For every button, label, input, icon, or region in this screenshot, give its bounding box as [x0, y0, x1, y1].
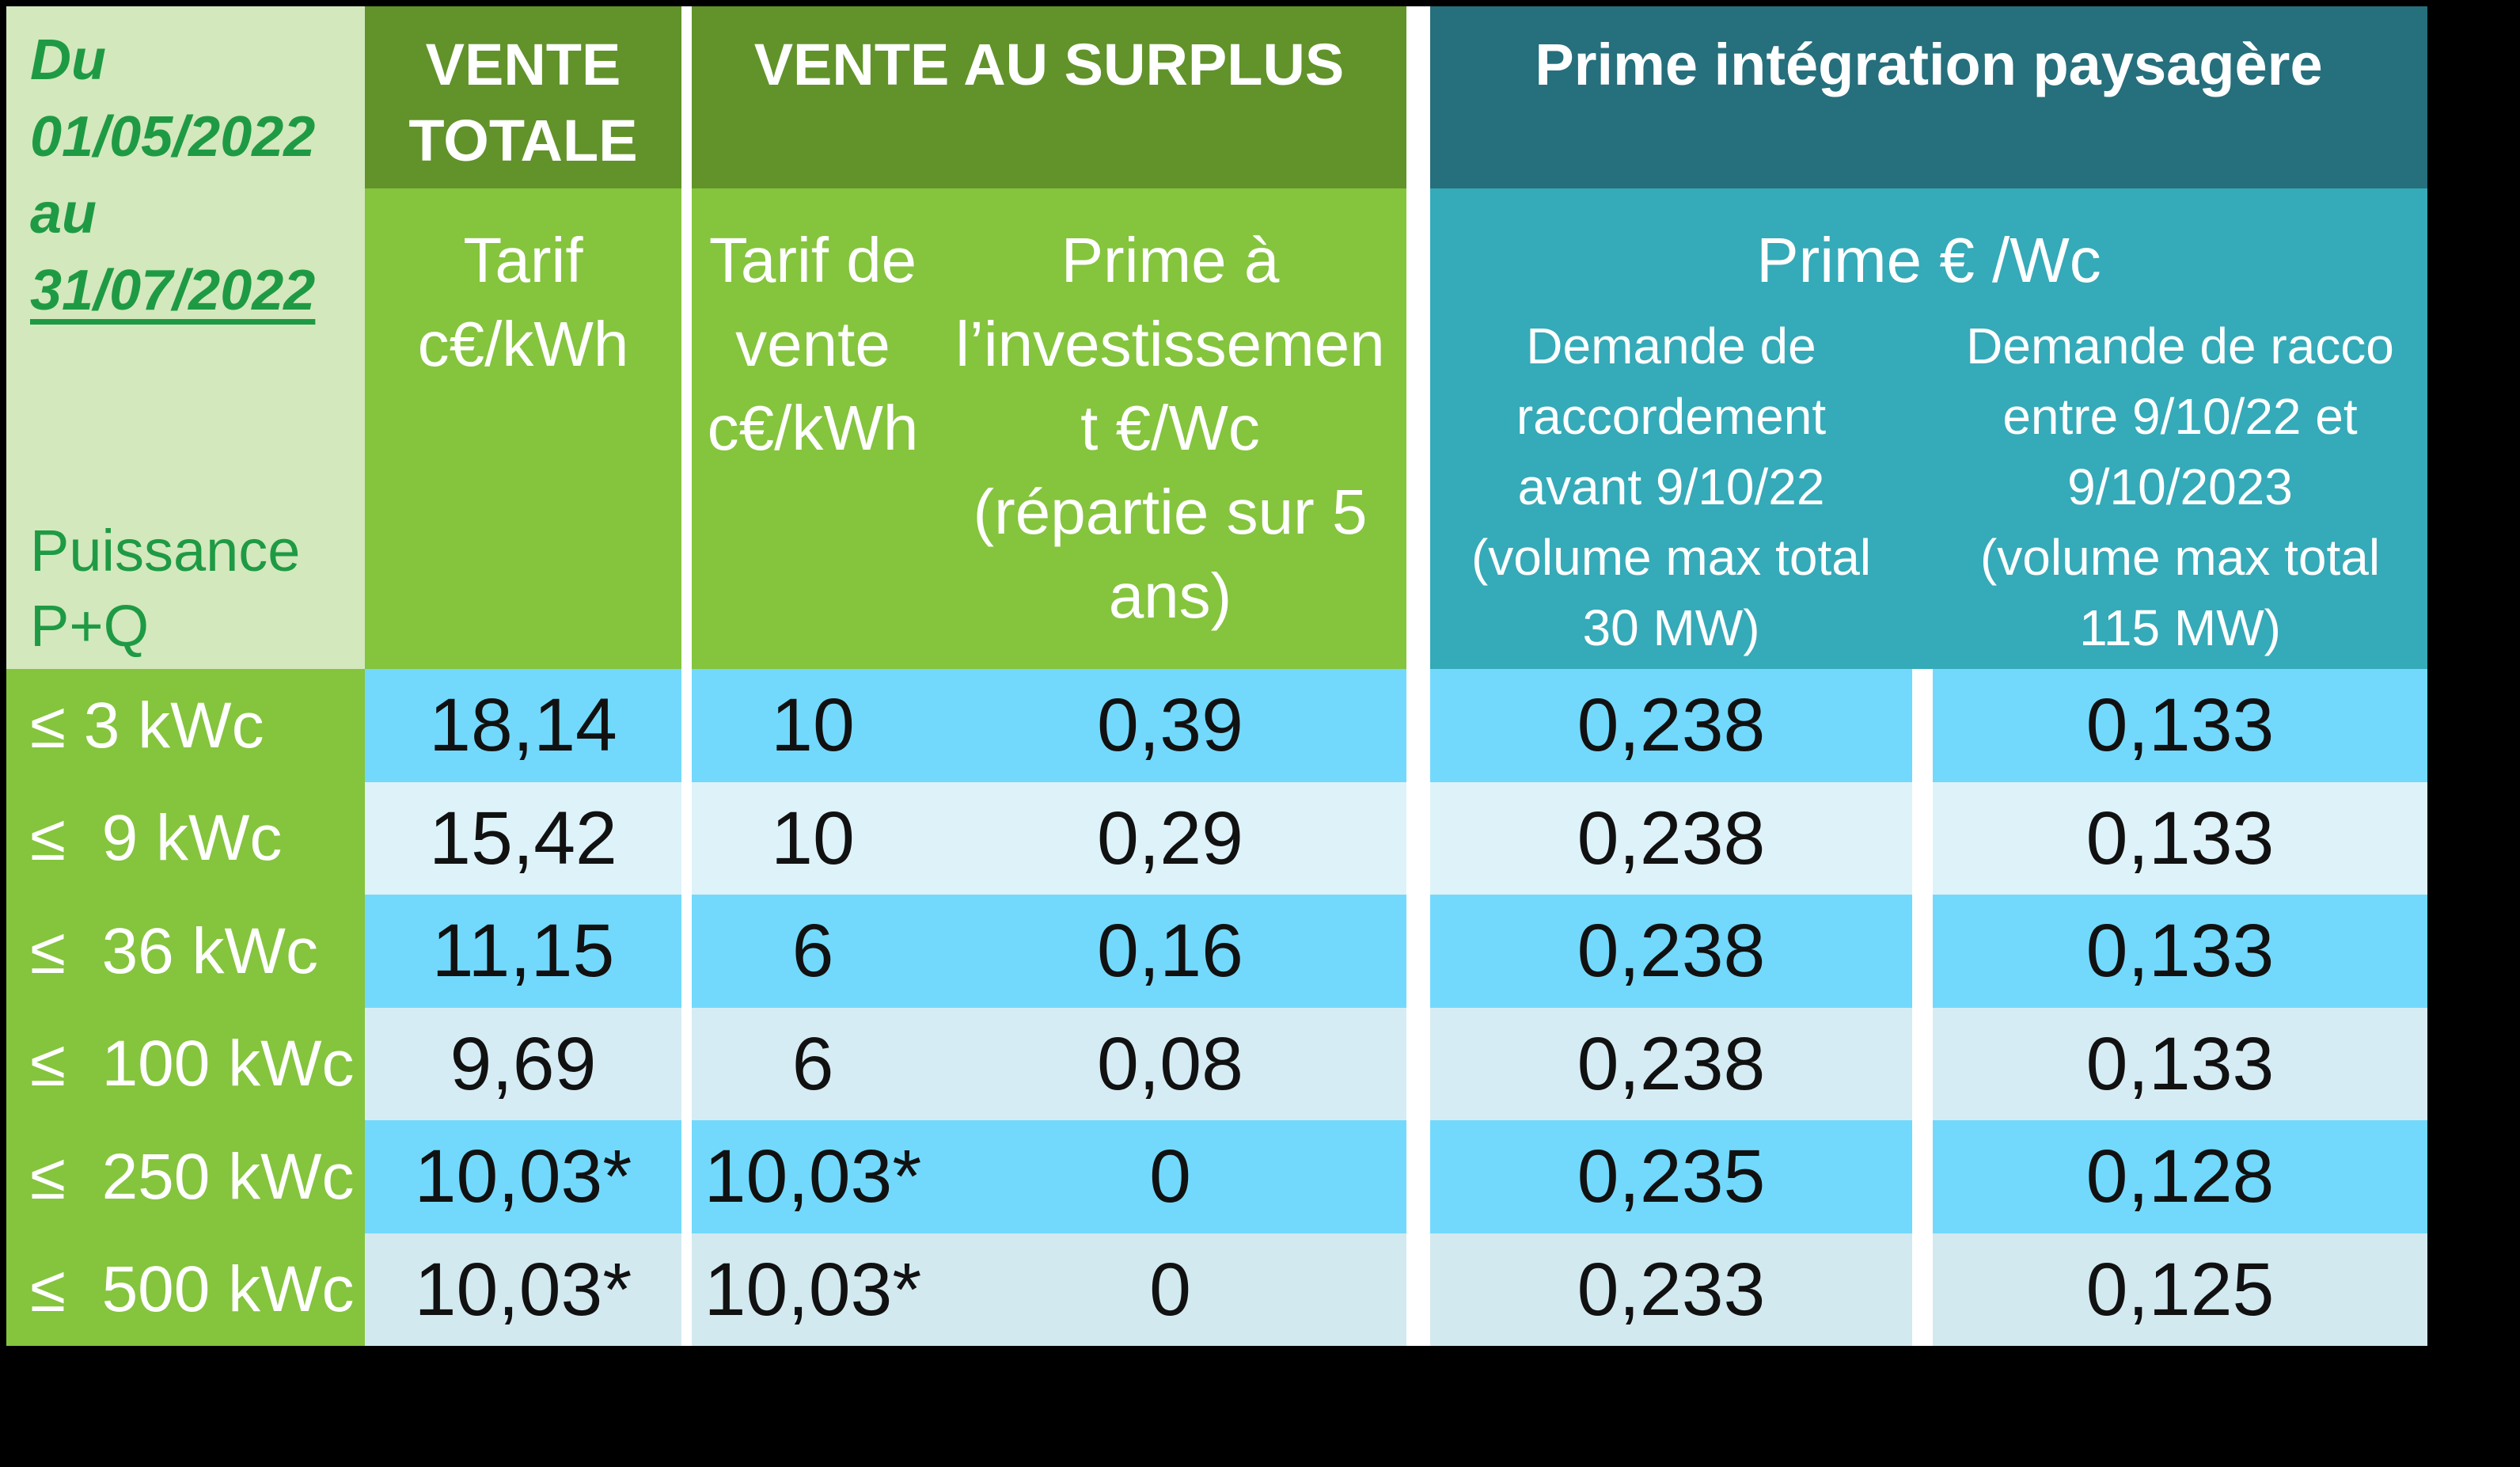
row-power-label: ≤ 3 kWc: [30, 689, 264, 762]
cell-prime-avant: 0,238: [1430, 782, 1912, 895]
cell-surplus-group: 10 0,39: [692, 669, 1406, 782]
period-line-1: Du: [30, 29, 106, 92]
tarif-vente-subheader: Tarif de vente c€/kWh: [707, 225, 919, 463]
prime-paysagere-header-cell: [1430, 6, 2427, 188]
cell-tarif-surplus: 10,03*: [704, 1134, 922, 1218]
cell-tarif-surplus: 6: [791, 909, 834, 993]
cell-prime-entre: 0,128: [1933, 1120, 2427, 1233]
row-power-label: ≤ 100 kWc: [30, 1028, 355, 1100]
demande-entre-subheader: Demande de racco entre 9/10/22 et 9/10/2…: [1966, 317, 2394, 656]
period-line-2: 01/05/2022: [30, 105, 316, 169]
cell-tarif-total: 15,42: [365, 782, 681, 895]
cell-surplus-group: 10,03* 0: [692, 1120, 1406, 1233]
cell-tarif-total: 10,03*: [365, 1233, 681, 1346]
cell-tarif-surplus: 10: [771, 683, 855, 767]
vente-totale-title: VENTE TOTALE: [408, 32, 638, 173]
tarif-subheader-cell: [365, 188, 681, 669]
tarif-total-subheader: Tarif c€/kWh: [417, 225, 629, 379]
table-row: ≤ 9 kWc 15,42 10 0,29 0,238 0,133: [6, 782, 2427, 895]
cell-prime-invest: 0,39: [1097, 683, 1243, 767]
cell-prime-entre: 0,133: [1933, 782, 2427, 895]
prime-wc-subheader: Prime € /Wc: [1756, 225, 2101, 295]
cell-prime-avant: 0,235: [1430, 1120, 1912, 1233]
puissance-label: Puissance P+Q: [30, 518, 301, 659]
cell-prime-avant: 0,238: [1430, 1008, 1912, 1120]
cell-prime-avant: 0,233: [1430, 1233, 1912, 1346]
cell-tarif-surplus: 10,03*: [704, 1247, 922, 1332]
cell-prime-invest: 0,08: [1097, 1021, 1243, 1106]
row-power-label: ≤ 500 kWc: [30, 1253, 355, 1325]
table-row: ≤ 100 kWc 9,69 6 0,08 0,238 0,133: [6, 1008, 2427, 1120]
prime-invest-subheader: Prime à l’investissemen t €/Wc (répartie…: [955, 225, 1385, 631]
cell-prime-invest: 0: [1149, 1134, 1191, 1218]
cell-prime-invest: 0,16: [1097, 909, 1243, 993]
period-cell: [6, 6, 365, 669]
table-row: ≤ 36 kWc 11,15 6 0,16 0,238 0,133: [6, 895, 2427, 1008]
cell-prime-entre: 0,133: [1933, 669, 2427, 782]
row-power-label: ≤ 250 kWc: [30, 1140, 355, 1213]
period-line-3: au: [30, 182, 97, 245]
cell-surplus-group: 6 0,16: [692, 895, 1406, 1008]
cell-tarif-total: 10,03*: [365, 1120, 681, 1233]
surplus-subheader-cell: [692, 188, 1406, 669]
cell-tarif-surplus: 6: [791, 1021, 834, 1106]
vente-surplus-title: VENTE AU SURPLUS: [753, 32, 1345, 97]
row-power-label: ≤ 36 kWc: [30, 914, 318, 987]
prime-subheader-cell: [1430, 188, 2427, 669]
power-label-column: [6, 669, 365, 1346]
cell-prime-entre: 0,133: [1933, 1008, 2427, 1120]
vente-totale-header-cell: [365, 6, 681, 188]
cell-tarif-surplus: 10: [771, 796, 855, 880]
row-power-label: ≤ 9 kWc: [30, 802, 283, 874]
table-row: ≤ 500 kWc 10,03* 10,03* 0 0,233 0,125: [6, 1233, 2427, 1346]
tariff-table: VENTE TOTALE VENTE AU SURPLUS Prime inté…: [6, 6, 2427, 1346]
cell-prime-invest: 0: [1149, 1247, 1191, 1332]
vente-surplus-header-cell: [692, 6, 1406, 188]
cell-prime-invest: 0,29: [1097, 796, 1243, 880]
prime-paysagere-title: Prime intégration paysagère: [1535, 32, 2323, 97]
cell-tarif-total: 9,69: [365, 1008, 681, 1120]
validity-period: Du 01/05/2022 au 31/07/2022: [30, 22, 355, 329]
cell-tarif-total: 18,14: [365, 669, 681, 782]
table-row: ≤ 3 kWc 18,14 10 0,39 0,238 0,133: [6, 669, 2427, 782]
cell-prime-entre: 0,133: [1933, 895, 2427, 1008]
cell-tarif-total: 11,15: [365, 895, 681, 1008]
demande-avant-subheader: Demande de raccordement avant 9/10/22 (v…: [1471, 317, 1872, 656]
cell-prime-entre: 0,125: [1933, 1233, 2427, 1346]
cell-surplus-group: 6 0,08: [692, 1008, 1406, 1120]
cell-prime-avant: 0,238: [1430, 669, 1912, 782]
period-line-4: 31/07/2022: [30, 259, 316, 322]
table-row: ≤ 250 kWc 10,03* 10,03* 0 0,235 0,128: [6, 1120, 2427, 1233]
cell-prime-avant: 0,238: [1430, 895, 1912, 1008]
cell-surplus-group: 10 0,29: [692, 782, 1406, 895]
cell-surplus-group: 10,03* 0: [692, 1233, 1406, 1346]
